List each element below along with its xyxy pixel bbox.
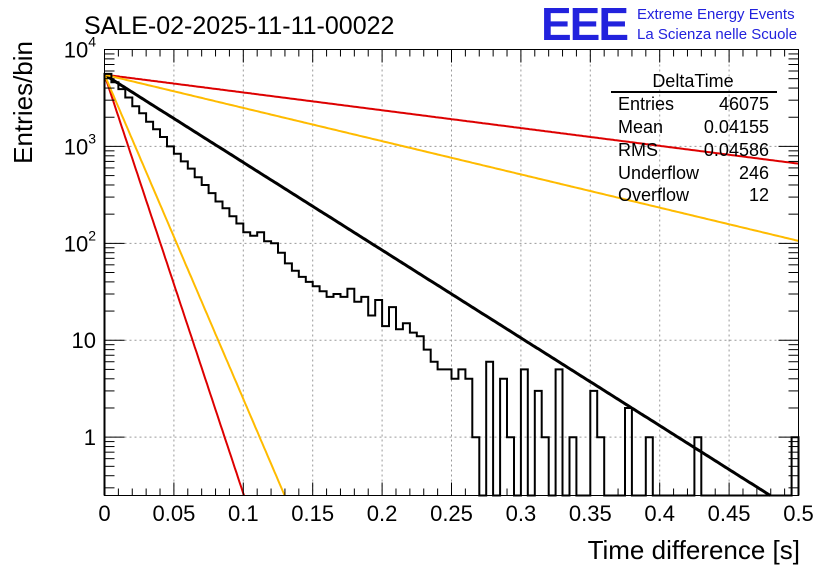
fit-curve-orange-slow — [104, 73, 799, 242]
stats-value-underflow: 246 — [739, 163, 769, 183]
y-tick-label: 10 — [72, 328, 96, 353]
stats-value-rms: 0.04586 — [704, 140, 769, 160]
y-tick-label-exponent: 2 — [88, 227, 96, 243]
x-tick-label: 0.3 — [506, 501, 537, 526]
x-tick-label: 0.35 — [569, 501, 612, 526]
fit-curve-red-fast — [103, 74, 245, 496]
y-tick-label-base: 10 — [64, 134, 88, 159]
y-axis-label: Entries/bin — [8, 41, 38, 164]
stats-title: DeltaTime — [652, 71, 733, 91]
stats-label-mean: Mean — [618, 117, 663, 137]
y-tick-label: 1 — [84, 425, 96, 450]
eee-logo: EEE Extreme Energy Events La Scienza nel… — [541, 0, 797, 50]
y-tick-label-base: 10 — [64, 38, 88, 63]
fit-curves — [103, 73, 799, 497]
x-tick-label: 0.05 — [152, 501, 195, 526]
stats-box: DeltaTime Entries 46075 Mean 0.04155 RMS… — [611, 71, 777, 205]
fit-curve-fit — [103, 73, 772, 497]
y-tick-label: 104 — [64, 34, 96, 63]
fit-curve-red-slow — [104, 73, 799, 165]
x-tick-label: 0.25 — [430, 501, 473, 526]
x-tick-label: 0 — [98, 501, 110, 526]
fit-curve-orange-fast — [103, 74, 286, 496]
x-tick-label: 0.1 — [228, 501, 259, 526]
chart-title: SALE-02-2025-11-11-00022 — [84, 12, 394, 40]
x-tick-label: 0.2 — [367, 501, 398, 526]
y-tick-label-exponent: 4 — [88, 34, 96, 50]
eee-logo-mark: EEE — [541, 0, 627, 50]
x-tick-label: 0.5 — [783, 501, 814, 526]
eee-logo-line1: Extreme Energy Events — [637, 6, 795, 23]
y-tick-label: 102 — [64, 227, 96, 256]
x-axis-label: Time difference [s] — [588, 535, 800, 565]
stats-label-rms: RMS — [618, 140, 658, 160]
stats-label-underflow: Underflow — [618, 163, 700, 183]
x-tick-label: 0.15 — [291, 501, 334, 526]
stats-label-entries: Entries — [618, 94, 674, 114]
axis-ticks — [104, 49, 799, 496]
eee-logo-line2: La Scienza nelle Scuole — [637, 26, 797, 43]
stats-value-overflow: 12 — [749, 185, 769, 205]
y-tick-label-base: 10 — [64, 231, 88, 256]
y-tick-label-exponent: 3 — [88, 130, 96, 146]
x-tick-label: 0.4 — [644, 501, 675, 526]
x-tick-labels: 0 0.05 0.1 0.15 0.2 0.25 0.3 0.35 0.4 0.45 0.5 — [98, 501, 813, 526]
y-tick-label: 103 — [64, 130, 96, 159]
stats-label-overflow: Overflow — [618, 185, 690, 205]
stats-value-mean: 0.04155 — [704, 117, 769, 137]
stats-value-entries: 46075 — [719, 94, 769, 114]
x-tick-label: 0.45 — [708, 501, 751, 526]
